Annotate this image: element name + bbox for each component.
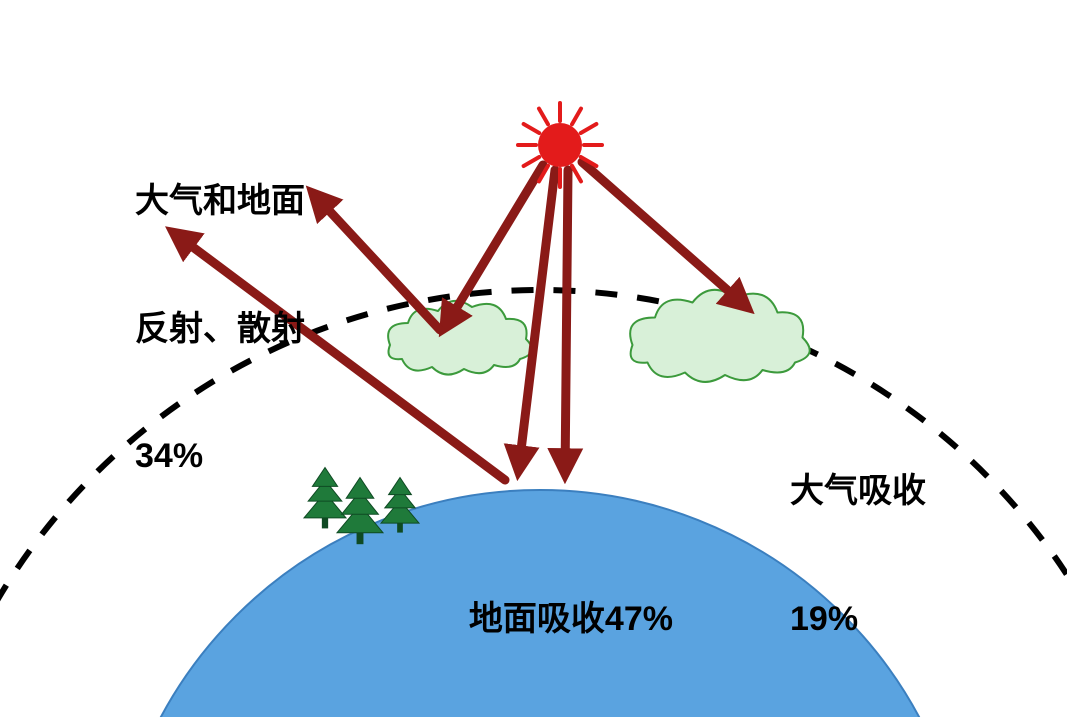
arrow-cloud-reflect [317, 197, 440, 330]
label-percent: 34% [135, 435, 305, 478]
label-percent: 19% [790, 598, 926, 641]
arrow-incoming-right [582, 162, 742, 303]
label-line: 反射、散射 [135, 308, 305, 351]
arrow-incoming-mid2 [565, 170, 568, 468]
arrow-incoming-left [447, 165, 543, 323]
arrow-incoming-mid1 [519, 170, 555, 465]
cloud-left-icon [388, 301, 532, 375]
label-line: 大气吸收 [790, 470, 926, 513]
tree-icon [304, 468, 346, 529]
label-reflect-scatter: 大气和地面 反射、散射 34% [135, 95, 305, 520]
label-ground-absorb: 地面吸收47% [450, 555, 673, 640]
label-atmos-absorb: 大气吸收 19% [790, 385, 926, 683]
label-line: 大气和地面 [135, 180, 305, 223]
label-text: 地面吸收47% [469, 600, 673, 638]
